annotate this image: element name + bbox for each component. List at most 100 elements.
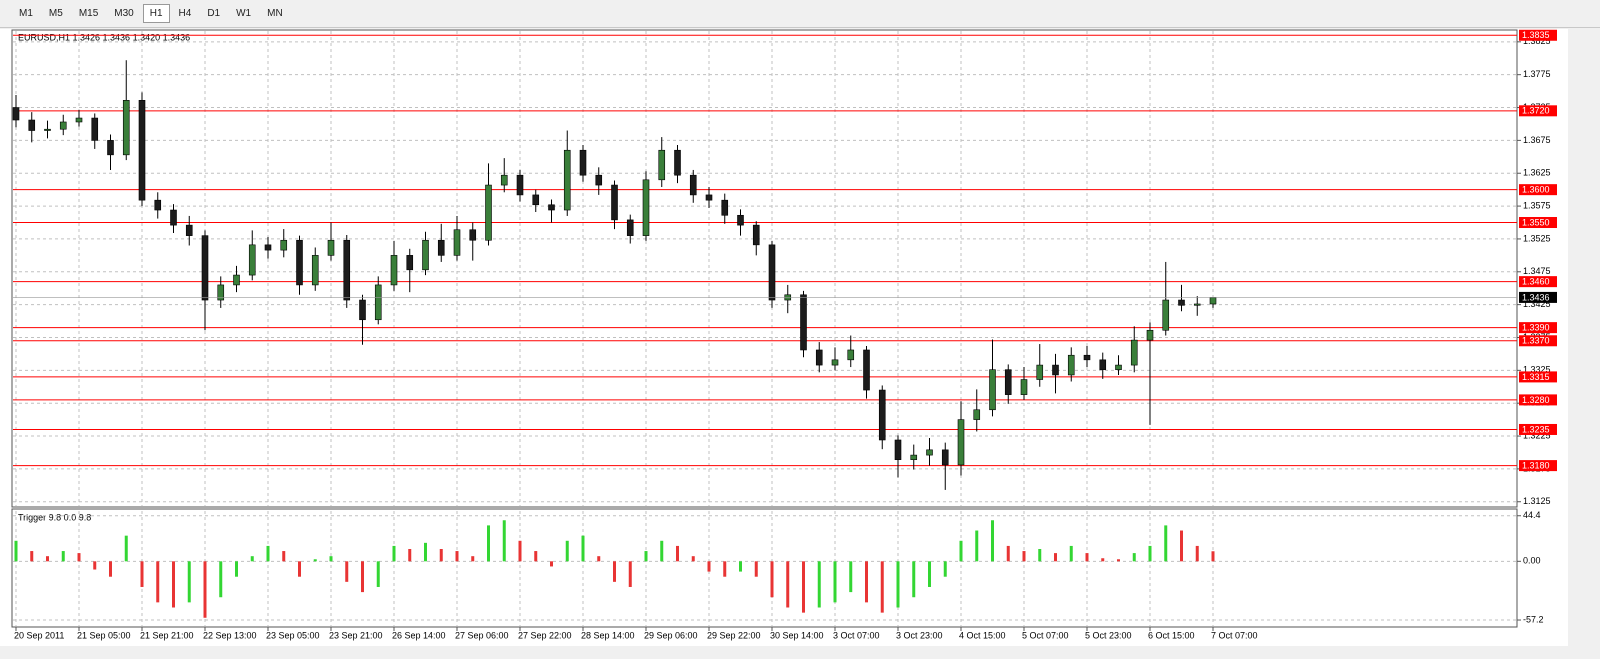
- indicator-bar: [550, 561, 553, 567]
- timeframe-button[interactable]: M15: [78, 8, 99, 19]
- level-label: 1.3180: [1522, 460, 1550, 470]
- candle-body: [500, 174, 508, 186]
- indicator-bar: [109, 561, 112, 577]
- indicator-bar: [802, 561, 805, 613]
- indicator-bar: [613, 561, 616, 582]
- indicator-bar: [676, 545, 679, 562]
- x-tick-label: 21 Sep 05:00: [77, 630, 131, 640]
- indicator-bar: [250, 556, 254, 562]
- indicator-bar: [219, 561, 223, 598]
- x-tick-label: 29 Sep 22:00: [707, 630, 761, 640]
- candle-body: [1020, 379, 1028, 395]
- indicator-title: Trigger 9.8 0.0 9.8: [18, 512, 91, 522]
- candle-body: [941, 449, 949, 466]
- x-tick-label: 3 Oct 07:00: [833, 630, 880, 640]
- candle-body: [485, 184, 492, 241]
- indicator-bar: [786, 561, 790, 608]
- indicator-bar: [739, 561, 742, 572]
- indicator-bar: [156, 561, 160, 603]
- candle-body: [800, 294, 807, 351]
- candle-body: [1004, 369, 1012, 395]
- level-label-box: [1519, 276, 1557, 288]
- level-label-box: [1519, 105, 1557, 117]
- indicator-bar: [46, 556, 49, 562]
- x-tick-label: 23 Sep 21:00: [329, 630, 383, 640]
- candle-body: [674, 149, 681, 176]
- candle-body: [248, 244, 256, 276]
- candle-body: [264, 244, 272, 251]
- y-tick-label: 1.3575: [1523, 200, 1551, 210]
- x-tick-label: 28 Sep 14:00: [581, 630, 635, 640]
- candle-body: [815, 349, 823, 366]
- indicator-bar: [959, 540, 963, 562]
- candle-body: [217, 284, 225, 301]
- indicator-bar: [77, 553, 81, 562]
- indicator-bar: [30, 551, 34, 562]
- candle-body: [1193, 303, 1201, 306]
- candle-body: [1146, 329, 1154, 341]
- indicator-bar: [1117, 559, 1120, 562]
- candle-body: [107, 140, 114, 156]
- indicator-bar: [487, 525, 490, 562]
- candle-body: [1115, 364, 1122, 370]
- indicator-bar: [140, 561, 144, 587]
- y-tick-label: 0.00: [1523, 556, 1541, 566]
- indicator-bar: [1069, 545, 1073, 562]
- candle-body: [12, 107, 20, 121]
- indicator-bar: [361, 561, 364, 593]
- timeframe-button[interactable]: M5: [48, 8, 63, 19]
- candle-body: [910, 454, 918, 460]
- x-tick-label: 29 Sep 06:00: [644, 630, 698, 640]
- indicator-bar: [61, 551, 65, 562]
- indicator-bar: [707, 561, 711, 572]
- candle-body: [626, 219, 634, 236]
- indicator-bar: [660, 540, 664, 562]
- candle-body: [894, 439, 902, 460]
- y-tick-label: 1.3825: [1523, 36, 1551, 46]
- y-tick-label: 1.3225: [1523, 430, 1551, 440]
- timeframe-button[interactable]: H1: [142, 4, 170, 23]
- candle-body: [122, 100, 130, 156]
- indicator-bar: [754, 561, 758, 577]
- timeframe-button[interactable]: W1: [236, 8, 252, 19]
- indicator-bar: [880, 561, 884, 613]
- y-tick-label: 1.3325: [1523, 365, 1551, 375]
- level-label-box: [1519, 184, 1557, 196]
- timeframe-button[interactable]: M1: [19, 8, 33, 19]
- timeframe-button[interactable]: M30: [114, 8, 134, 19]
- chart-title: EURUSD,H1 1.3426 1.3436 1.3420 1.3436: [18, 32, 190, 42]
- indicator-bar: [455, 551, 459, 562]
- candle-body: [642, 179, 650, 236]
- indicator-bar: [329, 556, 333, 562]
- level-label-box: [1519, 460, 1557, 472]
- chart: EURUSD,H1 1.3426 1.3436 1.3420 1.3436 Tr…: [0, 29, 1568, 646]
- x-tick-label: 7 Oct 07:00: [1211, 630, 1258, 640]
- indicator-bar: [187, 561, 191, 603]
- candle-body: [1083, 354, 1091, 361]
- timeframe-button[interactable]: MN: [267, 8, 283, 19]
- candle-body: [1209, 297, 1217, 305]
- candle-body: [1036, 364, 1044, 380]
- indicator-panel-frame: [11, 508, 1518, 628]
- x-tick-label: 3 Oct 23:00: [896, 630, 943, 640]
- last-price-label: 1.3436: [1522, 292, 1550, 302]
- candle-body: [59, 121, 67, 130]
- indicator-bar: [203, 561, 207, 618]
- x-tick-label: 21 Sep 21:00: [140, 630, 194, 640]
- candle-body: [595, 174, 603, 186]
- level-label-box: [1519, 423, 1557, 435]
- indicator-bar: [408, 549, 412, 562]
- x-tick-label: 30 Sep 14:00: [770, 630, 824, 640]
- timeframe-button[interactable]: D1: [207, 8, 221, 19]
- candle-body: [1052, 364, 1059, 376]
- indicator-bar: [1054, 553, 1057, 562]
- indicator-bar: [817, 561, 821, 608]
- candle-body: [563, 149, 571, 211]
- indicator-bar: [424, 542, 427, 562]
- indicator-bar: [1006, 545, 1010, 562]
- y-tick-label: 1.3625: [1523, 168, 1551, 178]
- candle-body: [1067, 354, 1075, 376]
- indicator-bar: [1148, 545, 1152, 562]
- timeframe-button[interactable]: H4: [178, 8, 192, 19]
